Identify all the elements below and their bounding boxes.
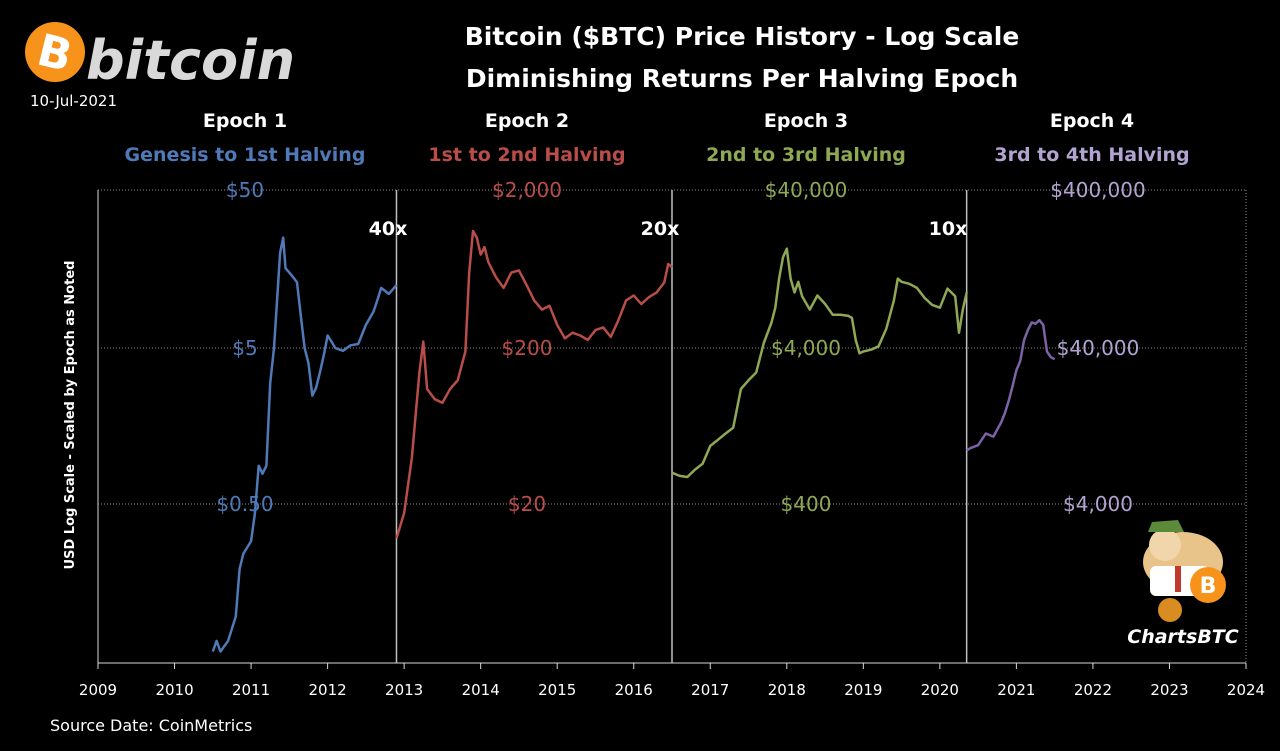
y-axis-label: USD Log Scale - Scaled by Epoch as Noted: [63, 261, 78, 570]
chart-date: 10-Jul-2021: [30, 92, 117, 110]
x-tick-label: 2012: [309, 681, 347, 699]
x-tick-label: 2019: [844, 681, 882, 699]
bitcoin-coin-icon: [25, 22, 85, 82]
price-level-label: $40,000: [765, 178, 848, 202]
x-tick-label: 2011: [232, 681, 270, 699]
price-level-label: $2,000: [492, 178, 562, 202]
price-level-label: $400,000: [1050, 178, 1145, 202]
x-axis: 2009 2010 2011 2012 2013 2014 2015 2016 2017 2018…: [79, 663, 1265, 699]
epoch-subtitle: Genesis to 1st Halving: [125, 144, 366, 166]
x-tick-label: 2018: [768, 681, 806, 699]
price-level-label: $50: [226, 178, 264, 202]
price-level-label: $200: [502, 336, 553, 360]
price-level-label: $5: [232, 336, 257, 360]
chartsbtc-label: ChartsBTC: [1127, 626, 1238, 648]
svg-text:B: B: [1200, 574, 1217, 599]
x-tick-label: 2015: [538, 681, 576, 699]
price-level-label: $4,000: [771, 336, 841, 360]
chart-title: Bitcoin ($BTC) Price History - Log Scale: [465, 22, 1020, 51]
source-note: Source Date: CoinMetrics: [50, 716, 252, 735]
epoch-divider-layer: [395, 190, 968, 663]
epoch-subtitle: 2nd to 3rd Halving: [706, 144, 906, 166]
chart-subtitle: Diminishing Returns Per Halving Epoch: [466, 64, 1018, 93]
x-tick-label: 2013: [385, 681, 423, 699]
price-level-label: $40,000: [1057, 336, 1140, 360]
epoch-title: Epoch 3: [764, 110, 848, 132]
x-tick-label: 2010: [155, 681, 193, 699]
epoch-series-line: [966, 318, 1056, 452]
x-tick-label: 2017: [691, 681, 729, 699]
price-level-labels: $50 $5 $0.50 $2,000 $200 $20 $40,000 $4,000 $400…: [216, 178, 1145, 516]
epoch-multiplier: 10x: [929, 218, 968, 240]
epoch-series-line: [671, 247, 968, 479]
epoch-subtitle: 3rd to 4th Halving: [994, 144, 1189, 166]
epoch-multiplier: 40x: [369, 218, 408, 240]
x-tick-label: 2016: [615, 681, 653, 699]
price-level-label: $400: [781, 492, 832, 516]
price-level-label: $20: [508, 492, 546, 516]
x-tick-label: 2014: [462, 681, 500, 699]
series-layer: [211, 229, 1056, 653]
x-tick-label: 2022: [1074, 681, 1112, 699]
epoch-title: Epoch 4: [1050, 110, 1134, 132]
epoch-subtitle: 1st to 2nd Halving: [428, 144, 625, 166]
x-tick-label: 2009: [79, 681, 117, 699]
mascot-icon: B: [1143, 520, 1226, 622]
x-tick-label: 2023: [1150, 681, 1188, 699]
bitcoin-logo: B bitcoin: [25, 22, 295, 92]
epoch-title: Epoch 2: [485, 110, 569, 132]
x-tick-label: 2024: [1227, 681, 1265, 699]
price-level-label: $4,000: [1063, 492, 1133, 516]
epoch-headers: Epoch 1 Genesis to 1st Halving 40x Epoch 2 1…: [125, 110, 1190, 240]
price-level-label: $0.50: [216, 492, 273, 516]
x-tick-label: 2020: [921, 681, 959, 699]
epoch-multiplier: 20x: [641, 218, 680, 240]
bitcoin-wordmark: bitcoin: [86, 29, 295, 92]
epoch-series-line: [211, 236, 398, 653]
chartsbtc-badge: B ChartsBTC: [1127, 520, 1239, 648]
x-tick-label: 2021: [997, 681, 1035, 699]
epoch-series-line: [395, 229, 673, 539]
epoch-title: Epoch 1: [203, 110, 287, 132]
